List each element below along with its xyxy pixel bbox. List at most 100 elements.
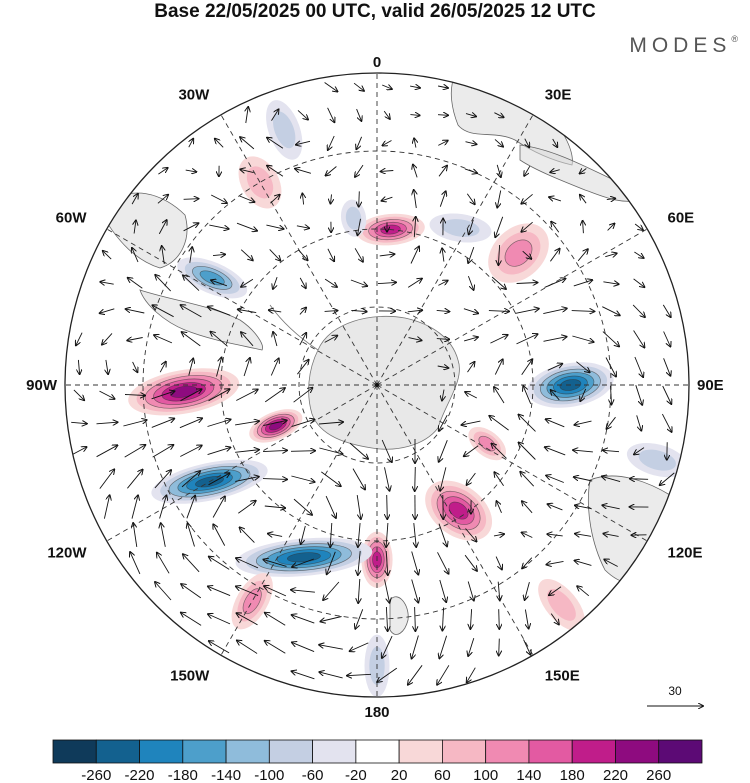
wind-arrow	[439, 440, 448, 462]
wind-arrow	[208, 614, 231, 625]
wind-arrow	[442, 389, 444, 401]
wind-arrow	[151, 391, 175, 400]
wind-vectors	[71, 82, 675, 685]
wind-arrow	[438, 281, 447, 286]
wind-arrow	[270, 359, 278, 376]
wind-arrow	[408, 338, 422, 341]
wind-arrow	[321, 471, 340, 486]
wind-arrow	[607, 224, 615, 231]
pole-marker	[375, 383, 379, 387]
wind-arrow	[293, 388, 313, 403]
wind-arrow	[580, 388, 587, 401]
wind-arrow	[607, 416, 616, 429]
wind-arrow	[547, 561, 564, 564]
wind-arrow	[302, 194, 303, 205]
wind-arrow	[467, 667, 476, 683]
wind-arrow	[522, 533, 533, 538]
wind-arrow	[379, 254, 395, 256]
wind-arrow	[238, 501, 255, 514]
wind-arrow	[410, 115, 419, 116]
wind-arrow	[572, 335, 593, 342]
lon-label-90e: 90E	[697, 377, 724, 394]
wind-arrow	[603, 534, 619, 537]
wind-arrow	[297, 110, 308, 119]
wind-arrow	[183, 199, 199, 200]
wind-arrow	[488, 311, 509, 312]
wind-arrow	[543, 308, 566, 315]
wind-arrow	[99, 390, 115, 399]
colorbar-tick-label: -60	[302, 767, 324, 783]
wind-arrow	[154, 335, 173, 344]
wind-arrow	[293, 498, 312, 515]
wind-arrow	[633, 330, 645, 348]
colorbar-swatch	[225, 739, 270, 764]
wind-arrow	[605, 357, 616, 377]
wind-arrow	[497, 164, 501, 177]
wind-arrow	[494, 359, 502, 375]
anomaly-blob	[626, 443, 688, 478]
wind-arrow	[71, 447, 87, 456]
anomaly-blob	[128, 368, 240, 416]
wind-arrow	[236, 558, 259, 569]
wind-arrow	[324, 336, 338, 343]
wind-arrow	[327, 551, 336, 574]
wind-arrow	[103, 495, 109, 519]
wind-arrow	[188, 524, 195, 547]
wind-arrow	[634, 447, 645, 455]
wind-arrow	[237, 641, 258, 654]
wind-arrow	[437, 552, 449, 573]
wind-arrow	[407, 310, 422, 312]
wind-arrow	[349, 442, 368, 459]
wind-arrow	[356, 108, 362, 121]
wind-arrow	[382, 635, 393, 658]
wind-arrow	[442, 607, 443, 631]
colorbar-tick-label: 180	[560, 767, 585, 783]
wind-arrow	[662, 304, 670, 317]
colorbar-swatch	[268, 739, 313, 764]
wind-arrow	[292, 642, 315, 653]
wind-arrow	[660, 472, 675, 485]
colorbar-tick-label: -20	[345, 767, 367, 783]
wind-arrow	[210, 194, 227, 203]
wind-arrow	[386, 522, 388, 547]
wind-arrow	[358, 578, 360, 603]
wind-arrow	[468, 246, 475, 263]
wind-arrow	[328, 135, 335, 150]
wind-arrow	[520, 472, 535, 487]
wind-arrow	[467, 581, 474, 601]
wind-arrow	[237, 613, 258, 626]
colorbar-swatch	[312, 739, 357, 764]
colorbar-swatch	[182, 739, 227, 764]
wind-arrow	[100, 282, 114, 284]
wind-arrow	[264, 560, 287, 567]
wind-arrow	[123, 420, 146, 427]
wind-arrow	[439, 414, 448, 431]
wind-arrow	[96, 445, 118, 458]
wind-arrow	[515, 309, 539, 314]
wind-arrow	[327, 248, 334, 261]
wind-arrow	[76, 332, 83, 346]
wind-arrow	[181, 471, 200, 488]
wind-arrow	[550, 249, 559, 262]
lon-label-60e: 60E	[668, 209, 695, 226]
colorbar-tick-label: -100	[254, 767, 284, 783]
wind-arrow	[547, 364, 562, 371]
wind-arrow	[580, 195, 587, 204]
wind-arrow	[548, 504, 563, 511]
wind-arrow	[522, 501, 533, 514]
wind-arrow	[467, 472, 476, 485]
wind-arrow	[188, 359, 193, 376]
colorbar-swatch	[615, 739, 660, 764]
wind-arrow	[269, 249, 281, 260]
wind-arrow	[180, 389, 202, 402]
wind-arrow	[497, 501, 502, 513]
wind-arrow	[127, 338, 143, 341]
reference-vector-label: 30	[668, 684, 682, 698]
wind-arrow	[663, 358, 671, 375]
wind-arrow	[544, 279, 566, 288]
wind-arrow	[387, 494, 388, 519]
wind-arrow	[602, 331, 619, 347]
wind-arrow	[381, 171, 394, 172]
wind-arrow	[159, 362, 166, 373]
